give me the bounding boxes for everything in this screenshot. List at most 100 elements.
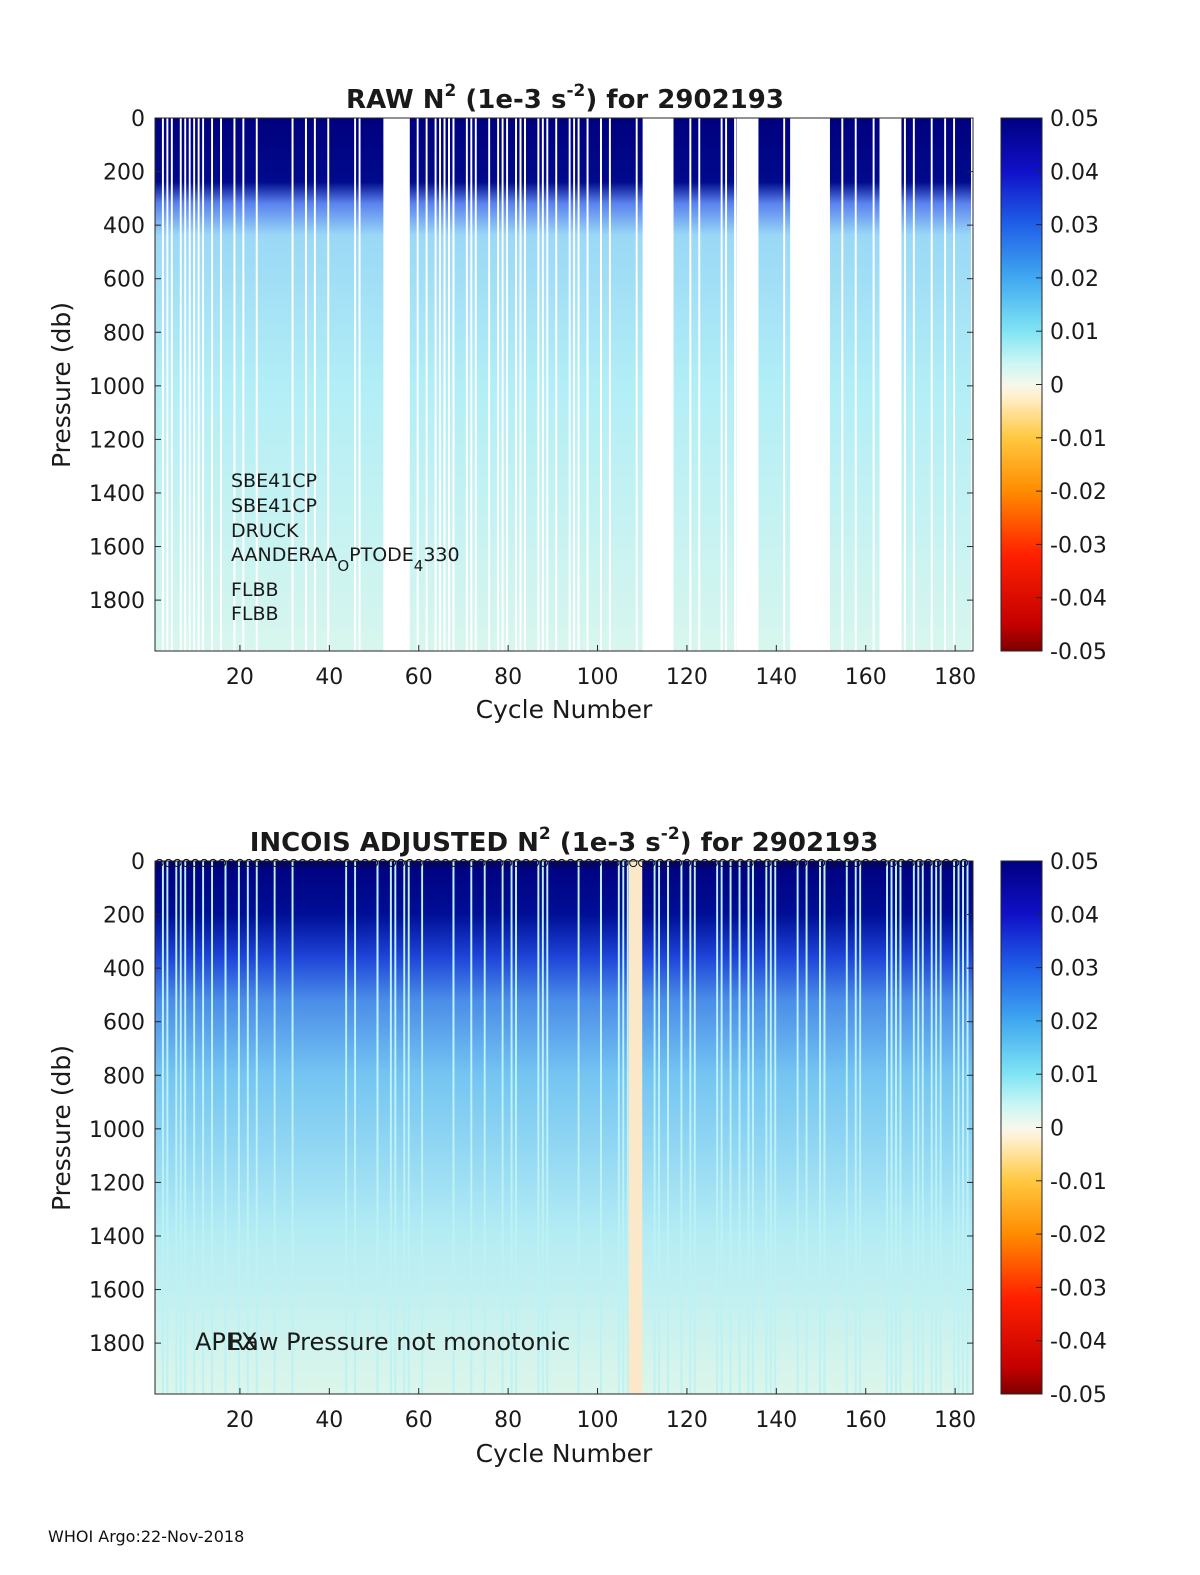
qc-marker [870, 858, 879, 868]
cycle-column [329, 118, 335, 651]
cycle-column [874, 861, 880, 1394]
colorbar-tick-label: -0.02 [1050, 1223, 1107, 1248]
qc-marker [539, 858, 548, 868]
cycle-column [897, 861, 902, 1394]
cycle-column [597, 861, 603, 1394]
cycle-column [324, 861, 330, 1394]
cycle-column [503, 118, 509, 651]
cycle-column [874, 118, 880, 651]
cycle-column [315, 861, 321, 1394]
cycle-column [315, 118, 321, 651]
cycle-gap [729, 861, 732, 1394]
cycle-column [825, 861, 831, 1394]
y-tick-label: 600 [103, 1011, 145, 1036]
cycle-column [816, 861, 822, 1394]
x-tick-label: 40 [315, 1408, 343, 1433]
cycle-gap [488, 118, 491, 651]
cycle-column [382, 861, 388, 1394]
cycle-gap [921, 861, 924, 1394]
y-tick-label: 800 [103, 321, 145, 346]
cycle-gap [354, 861, 357, 1394]
cycle-column [767, 861, 773, 1394]
cycle-column [718, 861, 724, 1394]
cycle-column [955, 861, 960, 1394]
footer-credit: WHOI Argo:22-Nov-2018 [48, 1527, 245, 1546]
cycle-gap [470, 861, 473, 1394]
cycle-gap [698, 118, 701, 651]
cycle-gap [939, 861, 942, 1394]
cycle-column [432, 118, 438, 651]
qc-marker [664, 858, 674, 868]
qc-marker [584, 858, 593, 868]
cycle-column [472, 861, 478, 1394]
cycle-column [499, 118, 505, 651]
cycle-column [655, 861, 661, 1394]
cycle-column [298, 118, 303, 651]
cycle-column [539, 118, 545, 651]
y-tick-label: 1200 [89, 1171, 145, 1196]
cycle-column [731, 861, 737, 1394]
cycle-column [271, 861, 277, 1394]
cycle-column [414, 861, 420, 1394]
cycle-column [163, 118, 169, 651]
cycle-column [713, 861, 719, 1394]
y-ticks: 0 200 400 600 800 1000 1200 1400 1600 1800 [89, 850, 973, 1357]
cycle-column [441, 118, 446, 651]
cycle-gap [407, 861, 410, 1394]
cycle-column [968, 861, 974, 1394]
cycle-column [508, 118, 513, 651]
cycle-gap [819, 861, 822, 1394]
cycle-column [222, 861, 227, 1394]
cycle-column [423, 118, 429, 651]
cycle-gap [313, 118, 316, 651]
colorbar-tick-label: -0.05 [1050, 640, 1107, 665]
cycle-gap [519, 118, 522, 651]
cycle-column [275, 861, 281, 1394]
cycle-column [619, 118, 625, 651]
cycle-column [306, 861, 312, 1394]
cycle-column [253, 118, 259, 651]
cycle-gap [470, 118, 473, 651]
cycle-gap [211, 861, 214, 1394]
cycle-column [664, 861, 670, 1394]
cycle-column [467, 861, 473, 1394]
cycle-column [490, 861, 496, 1394]
qc-marker [924, 858, 933, 868]
cycle-column [302, 861, 308, 1394]
y-tick-label: 1000 [89, 375, 145, 400]
cycle-column [575, 861, 581, 1394]
cycle-gap [537, 861, 540, 1394]
cycle-column [521, 118, 527, 651]
cycle-gap [452, 861, 455, 1394]
cycle-column [677, 861, 683, 1394]
cycle-column [646, 861, 652, 1394]
cycle-gap [725, 118, 728, 651]
cycle-column [561, 861, 567, 1394]
qc-marker [405, 858, 414, 868]
qc-marker [772, 858, 781, 868]
cycle-column [181, 861, 187, 1394]
qc-marker [155, 858, 164, 868]
cycle-column [633, 118, 639, 651]
cycle-column [919, 118, 925, 651]
qc-marker [244, 858, 253, 868]
qc-marker [325, 858, 334, 868]
cycle-column [937, 861, 943, 1394]
qc-marker [432, 858, 441, 868]
cycle-gap [416, 118, 419, 651]
cycle-column [610, 861, 616, 1394]
cycle-gap [608, 118, 611, 651]
cycle-column [923, 118, 929, 651]
cycle-column [856, 118, 862, 651]
cycle-gap [434, 118, 437, 651]
cycle-column [324, 118, 330, 651]
sensor-label-4: AANDERAAOPTODE4330 [231, 544, 460, 575]
cycle-column [870, 118, 876, 651]
qc-marker [959, 858, 969, 868]
cycle-column [870, 861, 876, 1394]
cycle-column [794, 861, 800, 1394]
cycle-column [946, 861, 952, 1394]
cycle-gap [170, 118, 173, 651]
cycle-gap [474, 118, 477, 651]
cycle-column [418, 861, 424, 1394]
